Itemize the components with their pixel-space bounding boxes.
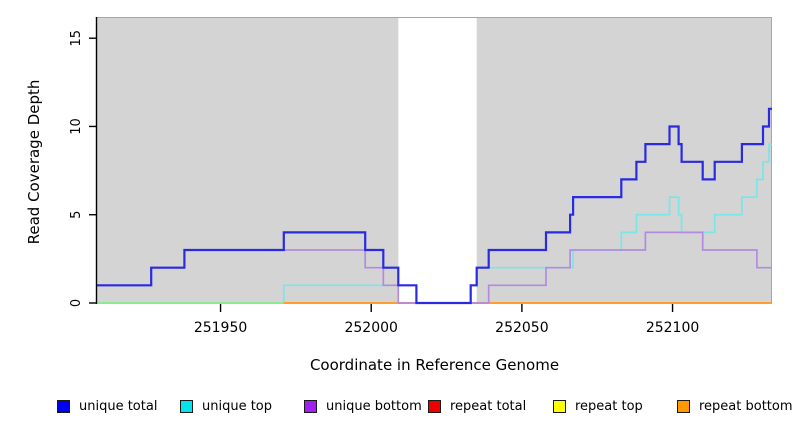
no-data-band: [398, 18, 477, 303]
legend-swatch-repeat-bottom: [677, 400, 690, 413]
series-unique-total: [97, 107, 772, 305]
legend-swatch-repeat-top: [553, 400, 566, 413]
legend-item-repeat-total: repeat total: [428, 399, 526, 414]
legend-item-repeat-top: repeat top: [553, 399, 643, 414]
legend-label: repeat total: [450, 399, 527, 414]
legend-label: repeat top: [575, 399, 643, 414]
legend-label: repeat bottom: [699, 399, 792, 414]
legend-label: unique bottom: [326, 399, 422, 414]
legend-swatch-unique-total: [57, 400, 70, 413]
legend-item-unique-top: unique top: [180, 399, 272, 414]
legend-label: unique top: [202, 399, 273, 414]
y-tick-label: 0: [69, 299, 84, 307]
y-tick-label: 5: [69, 211, 84, 219]
x-tick-label: 252050: [495, 320, 548, 336]
x-axis-title: Coordinate in Reference Genome: [309, 356, 560, 374]
x-tick-label: 252100: [646, 320, 699, 336]
legend-item-unique-bottom: unique bottom: [304, 399, 422, 414]
x-tick-label: 252000: [344, 320, 397, 336]
legend-swatch-unique-bottom: [304, 400, 317, 413]
y-tick-label: 10: [69, 118, 84, 135]
legend-label: unique total: [79, 399, 158, 414]
legend-swatch-repeat-total: [428, 400, 441, 413]
coverage-plot: 0 5 10 15 251950 252000 252050 252100: [69, 17, 772, 336]
y-tick-label: 15: [69, 30, 84, 47]
legend-item-unique-total: unique total: [57, 399, 157, 414]
legend-swatch-unique-top: [180, 400, 193, 413]
y-axis-title: Read Coverage Depth: [25, 79, 43, 245]
legend-item-repeat-bottom: repeat bottom: [677, 399, 792, 414]
x-tick-label: 251950: [194, 320, 247, 336]
